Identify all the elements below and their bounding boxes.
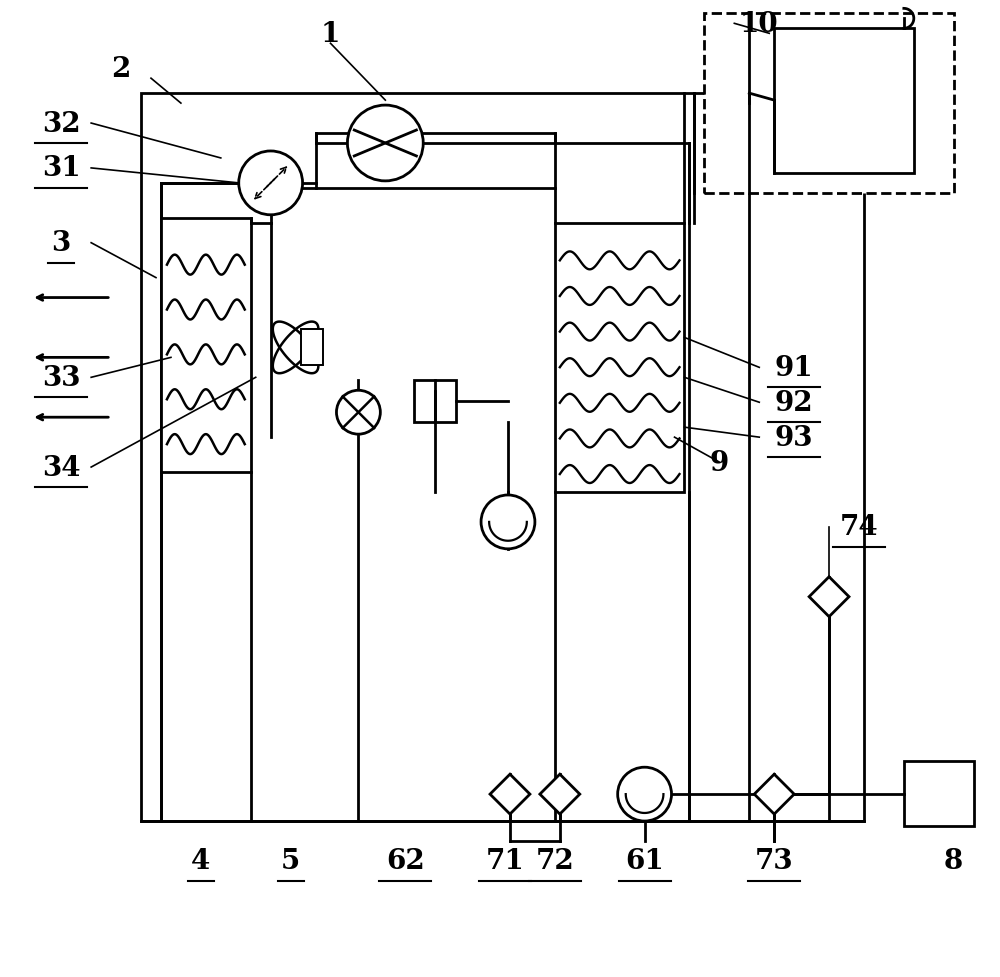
Bar — [774, 29, 914, 174]
Text: 91: 91 — [775, 355, 813, 381]
Polygon shape — [754, 775, 794, 814]
Bar — [161, 219, 251, 473]
Text: 71: 71 — [486, 848, 524, 874]
Circle shape — [481, 495, 535, 549]
Polygon shape — [809, 577, 849, 617]
Circle shape — [347, 106, 423, 182]
Text: 92: 92 — [775, 390, 813, 416]
Text: 3: 3 — [52, 230, 71, 257]
Text: 74: 74 — [840, 514, 878, 541]
Text: 8: 8 — [944, 848, 963, 874]
Circle shape — [618, 767, 672, 822]
Polygon shape — [540, 775, 580, 814]
Bar — [904, 761, 974, 827]
Bar — [141, 94, 864, 822]
Circle shape — [239, 151, 303, 216]
Polygon shape — [490, 775, 530, 814]
Text: 34: 34 — [42, 454, 80, 481]
Text: 61: 61 — [625, 848, 664, 874]
Text: 2: 2 — [111, 56, 131, 83]
Text: 32: 32 — [42, 110, 81, 138]
Text: 1: 1 — [321, 21, 340, 48]
Text: 4: 4 — [191, 848, 210, 874]
Text: 5: 5 — [281, 848, 300, 874]
Bar — [301, 330, 323, 366]
Text: 33: 33 — [42, 364, 80, 392]
Bar — [555, 224, 684, 492]
Text: 62: 62 — [386, 848, 425, 874]
Bar — [316, 134, 555, 189]
Text: 73: 73 — [755, 848, 794, 874]
Text: 72: 72 — [535, 848, 574, 874]
Bar — [704, 15, 954, 193]
Text: 31: 31 — [42, 155, 81, 183]
Text: 10: 10 — [740, 11, 779, 38]
Circle shape — [336, 391, 380, 435]
Text: 93: 93 — [775, 424, 813, 451]
Text: 9: 9 — [710, 449, 729, 476]
Bar — [414, 381, 456, 423]
